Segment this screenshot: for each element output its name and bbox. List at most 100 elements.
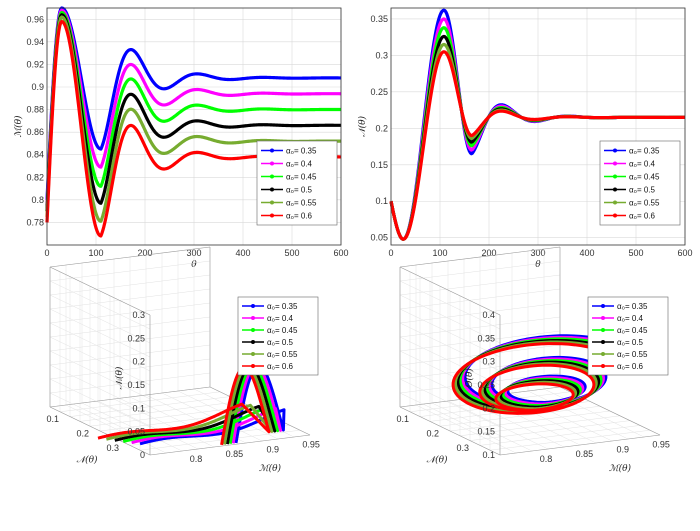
y-tick-label: 0.94 [26,37,44,47]
axes-3d-edge [49,246,211,268]
legend-marker [601,340,605,344]
legend-label: α₀= 0.45 [267,326,298,335]
legend-label: α₀= 0.6 [629,212,656,221]
chart-panel-4: 0.1 0.15 0.2 0.25 0.3 0.35 0.4 0.8 0.85 0.9 0.95 0.… [396,246,670,474]
legend-label: α₀= 0.6 [617,362,644,371]
chart-panel-1: 0 100 200 300 400 500 6000.780.80.820.840.860.… [13,6,349,270]
legend-marker [613,200,617,205]
y-tick-label: 0.1 [396,414,409,424]
legend-label: α₀= 0.4 [286,160,313,169]
legend-label: α₀= 0.55 [617,350,648,359]
legend: α₀= 0.35 α₀= 0.4 α₀= 0.45 α₀= 0.5 α₀= 0.55 α₀… [587,296,669,376]
wall-gridline [49,336,151,386]
series-lines [97,364,286,446]
legend-box [599,140,681,226]
x-tick-label: 0.8 [540,454,553,464]
y-tick-label: 0.88 [26,105,44,115]
legend-label: α₀= 0.6 [286,212,313,221]
z-tick-label: 0.2 [132,357,145,367]
axes-3d-grid [49,246,311,456]
legend: α₀= 0.35 α₀= 0.4 α₀= 0.45 α₀= 0.5 α₀= 0.55 α₀… [256,140,338,226]
y-tick-label: 0.96 [26,14,44,24]
legend-marker [601,352,605,356]
floor-gridline [59,391,221,413]
wall-gridline [399,322,501,372]
legend-label: α₀= 0.5 [286,186,313,195]
wall-gridline [49,280,151,330]
z-tick-label: 0 [140,450,145,460]
chart-panel-3: 0 0.05 0.1 0.15 0.2 0.25 0.3 0.8 0.85 0.9 0.95 0.1 0… [46,246,320,474]
legend-marker [270,200,274,205]
wall-gridline [49,288,211,310]
z-tick-label: 0.1 [482,450,495,460]
x-tick-label: 0 [44,248,49,258]
x-axis-label: θ [535,260,541,270]
legend-label: α₀= 0.45 [617,326,648,335]
wall-gridline [49,302,211,324]
floor-gridline [439,405,601,427]
y-tick-label: 0.15 [370,160,388,170]
y-tick-label: 0.05 [370,233,388,243]
wall-gridline [49,322,151,372]
series-line-6 [451,342,614,415]
floor-gridline [449,410,611,432]
legend-label: α₀= 0.55 [286,199,317,208]
x-axis-label: ℳ(θ) [609,463,632,474]
z-tick-label: 0.1 [132,403,145,413]
x-tick-label: 200 [481,248,496,258]
legend-marker [613,161,617,166]
z-tick-label: 0.15 [477,427,495,437]
legend-marker [601,304,605,308]
legend-box [587,296,669,376]
x-tick-label: 500 [628,248,643,258]
axes-frame [46,7,342,246]
series-line-3 [45,10,342,212]
y-tick-label: 0.2 [426,429,439,439]
x-tick-label: 0.9 [267,444,280,454]
legend-marker [613,148,617,153]
legend-marker [613,174,617,179]
axes-3d-edge [499,434,661,456]
y-axis-label: 𝒩(θ) [426,455,448,466]
legend-marker [270,161,274,166]
x-tick-label: 0.95 [652,440,670,450]
y-axis-label: ℳ(θ) [13,115,24,138]
legend-marker [613,213,617,218]
x-tick-label: 500 [284,248,299,258]
z-tick-label: 0.4 [482,310,495,320]
y-tick-label: 0.25 [370,87,388,97]
series-line-2 [45,8,342,206]
y-tick-label: 0.78 [26,217,44,227]
y-tick-label: 0.2 [76,429,89,439]
series-line-6 [389,50,686,241]
wall-gridline [399,302,561,324]
legend-label: α₀= 0.45 [286,173,317,182]
wall-gridline [49,274,211,296]
wall-gridline [399,336,501,386]
y-axis-label: 𝒩(θ) [76,455,98,466]
axes-frame [390,7,686,246]
y-tick-label: 0.8 [31,195,44,205]
legend-label: α₀= 0.45 [629,173,660,182]
x-tick-label: 0.8 [190,454,203,464]
legend-label: α₀= 0.5 [617,338,644,347]
y-tick-label: 0.1 [46,414,59,424]
legend-marker [601,316,605,320]
wall-gridline [399,288,561,310]
legend-marker [613,187,617,192]
series-line-4 [45,13,342,212]
legend-label: α₀= 0.35 [286,147,317,156]
y-tick-label: 0.1 [375,196,388,206]
y-tick-label: 0.82 [26,172,44,182]
x-tick-label: 300 [530,248,545,258]
wall-gridline [49,308,151,358]
axes-3d-edge [399,406,501,456]
legend-marker [251,352,255,356]
legend-label: α₀= 0.4 [629,160,656,169]
legend-label: α₀= 0.6 [267,362,294,371]
y-tick-label: 0.92 [26,59,44,69]
floor-gridline [543,388,645,438]
floor-gridline [79,401,241,422]
z-tick-label: 0.35 [477,333,495,343]
